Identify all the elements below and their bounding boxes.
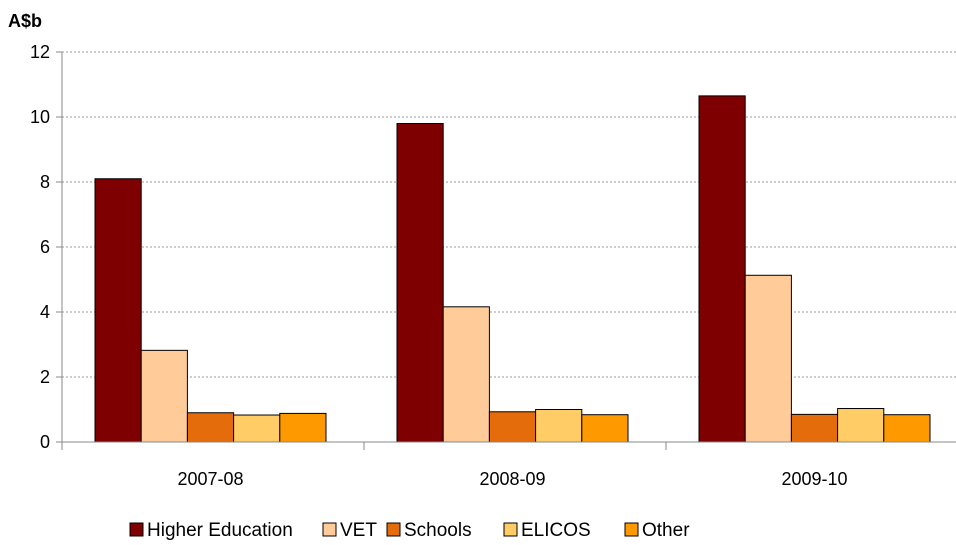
y-tick-label: 0 — [40, 432, 50, 452]
bar — [94, 178, 142, 443]
legend-swatch — [129, 522, 144, 537]
bar — [488, 411, 537, 443]
y-tick-label: 2 — [40, 367, 50, 387]
gridlines — [62, 51, 956, 378]
bar — [279, 412, 327, 443]
bar — [744, 274, 792, 443]
legend-label: Higher Education — [147, 520, 293, 541]
y-tick-label: 8 — [40, 172, 50, 192]
bar — [535, 409, 583, 443]
legend-swatch — [503, 522, 518, 537]
y-axis-ticks: 0 2 4 6 8 10 12 — [30, 42, 62, 452]
y-tick-label: 4 — [40, 302, 50, 322]
legend-label: Schools — [404, 520, 472, 541]
bar — [140, 349, 188, 443]
legend-item: Schools — [386, 520, 472, 541]
bar — [581, 414, 629, 443]
x-axis-ticks: 2007-08 2008-09 2009-10 — [177, 469, 847, 489]
bar — [186, 412, 235, 443]
legend-item: Other — [624, 520, 690, 541]
x-tick-label: 2009-10 — [781, 469, 847, 489]
legend-label: Other — [642, 520, 690, 541]
x-tick-label: 2008-09 — [479, 469, 545, 489]
bar — [396, 123, 444, 443]
legend: Higher Education VET Schools ELICOS Other — [129, 520, 690, 541]
legend-item: VET — [322, 520, 377, 541]
bars — [94, 95, 931, 443]
y-unit-label: A$b — [8, 11, 42, 31]
legend-swatch — [386, 522, 401, 537]
legend-swatch — [322, 522, 337, 537]
x-tick-label: 2007-08 — [177, 469, 243, 489]
bar — [837, 408, 885, 443]
legend-label: ELICOS — [521, 520, 591, 541]
bar — [698, 95, 746, 443]
legend-swatch — [624, 522, 639, 537]
y-tick-label: 6 — [40, 237, 50, 257]
bar — [442, 306, 490, 443]
bar — [233, 414, 281, 443]
y-tick-label: 12 — [30, 42, 50, 62]
bar — [790, 413, 839, 443]
legend-label: VET — [340, 520, 377, 541]
y-tick-label: 10 — [30, 107, 50, 127]
legend-item: Higher Education — [129, 520, 293, 541]
legend-item: ELICOS — [503, 520, 591, 541]
axes — [61, 52, 956, 450]
bar — [883, 414, 931, 443]
